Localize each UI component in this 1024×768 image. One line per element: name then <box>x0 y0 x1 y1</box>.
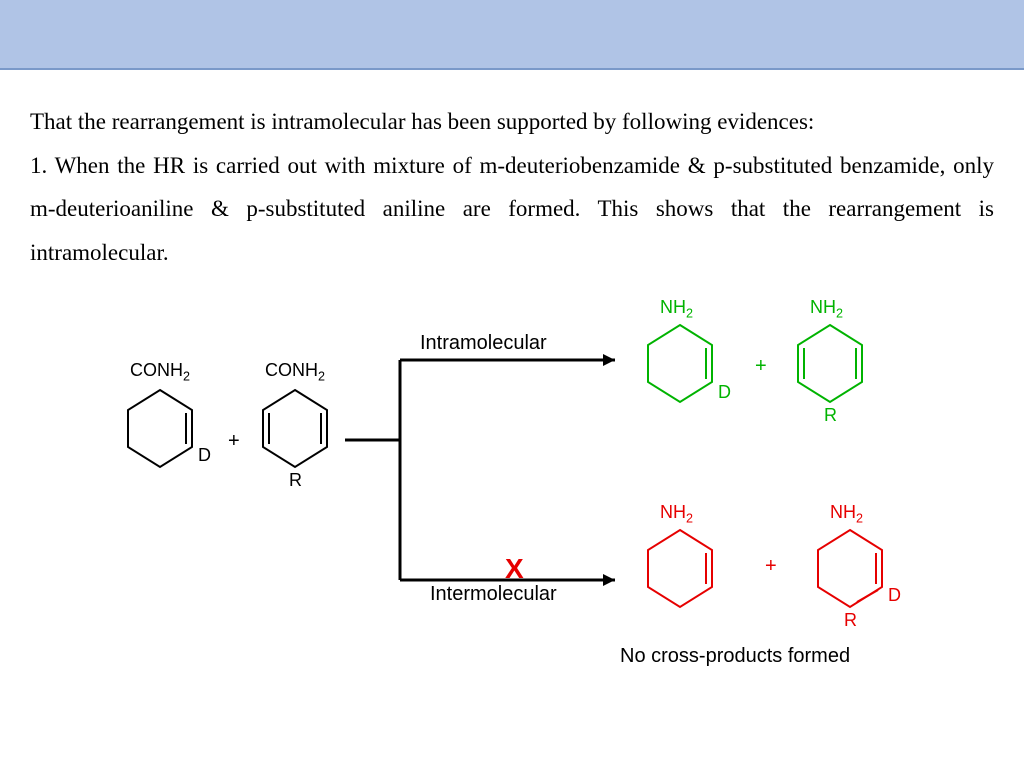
reactant-2-R: R <box>289 470 302 491</box>
intra-product-2-ring <box>790 320 870 410</box>
intra-product-1-nh2: NH2 <box>660 297 693 321</box>
caption-no-cross: No cross-products formed <box>620 645 850 668</box>
branch-arrows <box>345 330 635 610</box>
intra-product-1-D: D <box>718 382 731 403</box>
plus-reactants: + <box>228 430 240 453</box>
body-text: That the rearrangement is intramolecular… <box>0 70 1024 285</box>
reactant-1-conh2: CONH2 <box>130 360 190 384</box>
inter-product-2-D: D <box>888 585 901 606</box>
reactant-2-conh2: CONH2 <box>265 360 325 384</box>
inter-product-2-nh2: NH2 <box>830 502 863 526</box>
reactant-1-D: D <box>198 445 211 466</box>
inter-product-2-R: R <box>844 610 857 631</box>
header-bar <box>0 0 1024 70</box>
label-intermolecular: Intermolecular <box>430 583 557 606</box>
inter-product-1-ring <box>640 525 720 615</box>
reaction-diagram: CONH2 D + CONH2 R Intramolecular Intermo… <box>0 300 1024 760</box>
reactant-2-ring <box>255 385 335 475</box>
intra-product-2-nh2: NH2 <box>810 297 843 321</box>
x-mark: X <box>505 553 524 585</box>
intra-product-2-R: R <box>824 405 837 426</box>
inter-product-2-ring <box>810 525 890 615</box>
paragraph-1: That the rearrangement is intramolecular… <box>30 109 814 134</box>
inter-product-1-nh2: NH2 <box>660 502 693 526</box>
paragraph-2: 1. When the HR is carried out with mixtu… <box>30 153 994 265</box>
plus-inter: + <box>765 555 777 578</box>
intra-product-1-ring <box>640 320 720 410</box>
plus-intra: + <box>755 355 767 378</box>
reactant-1-ring <box>120 385 200 475</box>
label-intramolecular: Intramolecular <box>420 332 547 355</box>
